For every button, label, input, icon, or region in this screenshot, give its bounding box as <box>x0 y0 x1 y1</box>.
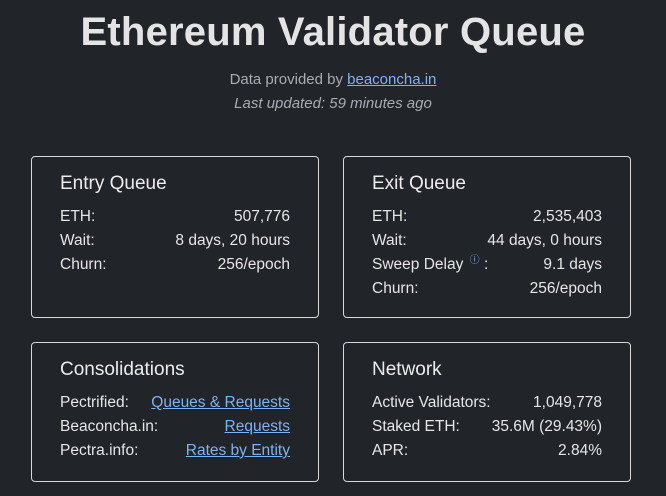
entry-eth-row: ETH: 507,776 <box>60 205 290 229</box>
data-provided-prefix: Data provided by <box>229 71 348 88</box>
exit-churn-row: Churn: 256/epoch <box>372 277 602 301</box>
row-value: 44 days, 0 hours <box>487 232 602 249</box>
apr-row: APR: 2.84% <box>372 439 602 463</box>
row-label: Staked ETH: <box>372 418 460 435</box>
row-value: 8 days, 20 hours <box>175 232 290 249</box>
row-label: Pectra.info: <box>60 442 139 459</box>
staked-eth-row: Staked ETH: 35.6M (29.43%) <box>372 415 602 439</box>
last-updated: Last updated: 59 minutes ago <box>234 95 432 112</box>
row-label: Beaconcha.in: <box>60 418 159 435</box>
page-title: Ethereum Validator Queue <box>80 10 586 54</box>
row-label: ETH: <box>372 208 408 225</box>
info-icon[interactable]: ⓘ <box>469 254 480 266</box>
network-title: Network <box>372 359 442 380</box>
entry-wait-row: Wait: 8 days, 20 hours <box>60 229 290 253</box>
row-label: ETH: <box>60 208 96 225</box>
row-value: 256/epoch <box>529 280 602 297</box>
row-value: 507,776 <box>233 208 290 225</box>
entry-churn-row: Churn: 256/epoch <box>60 253 290 277</box>
active-validators-row: Active Validators: 1,049,778 <box>372 391 602 415</box>
row-label: Churn: <box>60 256 107 273</box>
row-label: Wait: <box>372 232 407 249</box>
entry-queue-title: Entry Queue <box>60 173 167 194</box>
consolidations-title: Consolidations <box>60 359 185 380</box>
row-value: 9.1 days <box>543 256 602 273</box>
beaconchain-row: Beaconcha.in: Requests <box>60 415 290 439</box>
row-label-suffix: : <box>483 256 489 273</box>
rates-by-entity-link[interactable]: Rates by Entity <box>185 442 290 459</box>
row-label: Sweep Delay <box>372 256 464 273</box>
requests-link[interactable]: Requests <box>224 418 290 435</box>
beaconchain-link[interactable]: beaconcha.in <box>347 71 437 88</box>
exit-wait-row: Wait: 44 days, 0 hours <box>372 229 602 253</box>
exit-queue-card: Exit Queue ETH: 2,535,403 Wait: 44 days,… <box>343 156 631 318</box>
row-label: Wait: <box>60 232 95 249</box>
exit-eth-row: ETH: 2,535,403 <box>372 205 602 229</box>
row-label: Active Validators: <box>372 394 491 411</box>
row-label: Pectrified: <box>60 394 129 411</box>
queues-requests-link[interactable]: Queues & Requests <box>151 394 290 411</box>
row-value: 2.84% <box>558 442 602 459</box>
row-label-group: Sweep Delay ⓘ : <box>372 253 488 277</box>
row-value: 256/epoch <box>217 256 290 273</box>
row-label: Churn: <box>372 280 419 297</box>
row-value: 1,049,778 <box>533 394 602 411</box>
exit-sweep-delay-row: Sweep Delay ⓘ : 9.1 days <box>372 253 602 277</box>
network-card: Network Active Validators: 1,049,778 Sta… <box>343 342 631 482</box>
data-provided-line: Data provided by beaconcha.in <box>0 71 666 88</box>
exit-queue-title: Exit Queue <box>372 173 466 194</box>
pectrified-row: Pectrified: Queues & Requests <box>60 391 290 415</box>
pectra-info-row: Pectra.info: Rates by Entity <box>60 439 290 463</box>
entry-queue-card: Entry Queue ETH: 507,776 Wait: 8 days, 2… <box>31 156 319 318</box>
row-label: APR: <box>372 442 409 459</box>
row-value: 35.6M (29.43%) <box>491 418 602 435</box>
row-value: 2,535,403 <box>533 208 602 225</box>
consolidations-card: Consolidations Pectrified: Queues & Requ… <box>31 342 319 482</box>
